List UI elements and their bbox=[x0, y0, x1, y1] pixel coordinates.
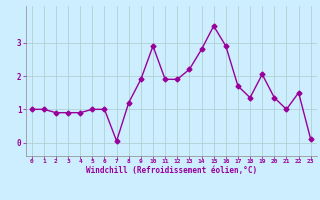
X-axis label: Windchill (Refroidissement éolien,°C): Windchill (Refroidissement éolien,°C) bbox=[86, 166, 257, 175]
